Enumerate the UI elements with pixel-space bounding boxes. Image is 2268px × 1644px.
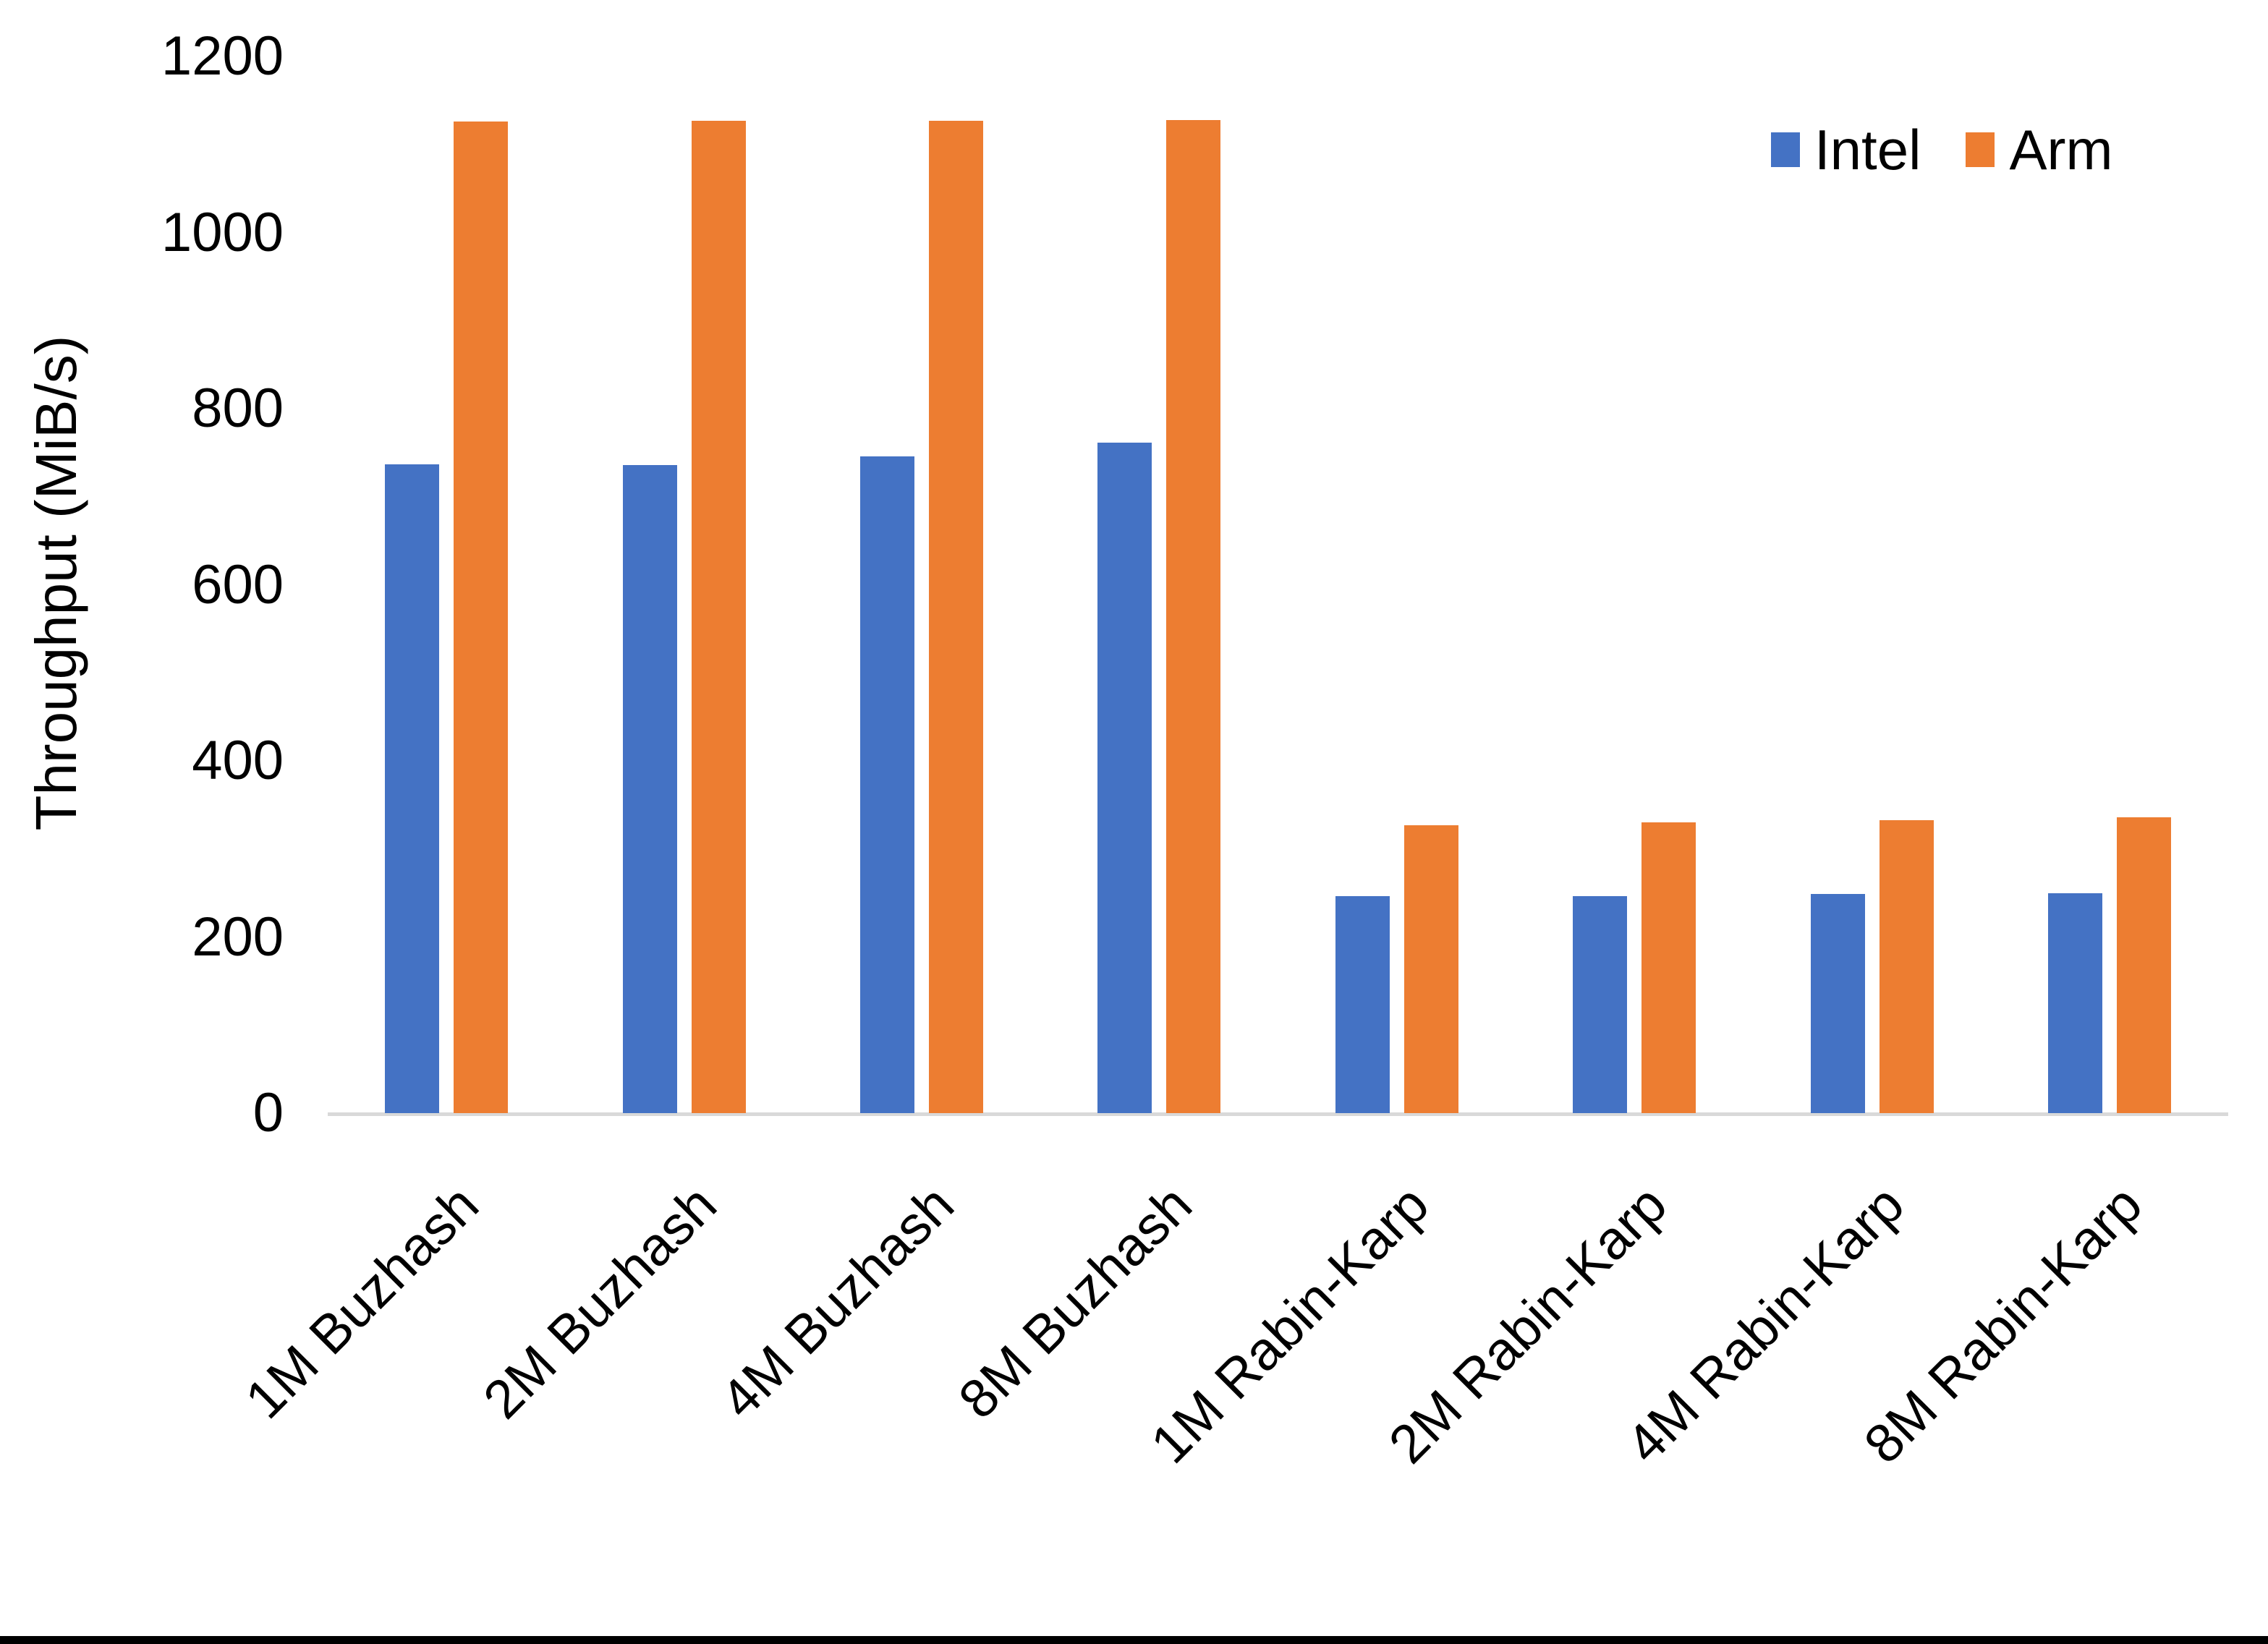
bar-intel-8m-rabin-karp xyxy=(2048,893,2102,1113)
x-category-label-2m-buzhash: 2M Buzhash xyxy=(471,1173,728,1430)
bar-intel-1m-buzhash xyxy=(385,464,440,1113)
legend-swatch-arm xyxy=(1966,132,1995,167)
bar-arm-4m-rabin-karp xyxy=(1879,820,1934,1113)
legend-item-intel: Intel xyxy=(1771,122,1921,178)
bar-arm-8m-rabin-karp xyxy=(2117,817,2171,1113)
x-category-label-8m-buzhash: 8M Buzhash xyxy=(946,1173,1203,1430)
legend-label-arm: Arm xyxy=(2009,118,2113,182)
bar-arm-1m-buzhash xyxy=(454,122,509,1113)
x-category-label-1m-buzhash: 1M Buzhash xyxy=(234,1173,490,1430)
y-tick-label-1000: 1000 xyxy=(161,201,284,263)
bar-arm-4m-buzhash xyxy=(929,121,983,1113)
legend: Intel Arm xyxy=(1771,122,2112,178)
legend-label-intel: Intel xyxy=(1814,118,1921,182)
legend-item-arm: Arm xyxy=(1966,122,2112,178)
bar-arm-2m-buzhash xyxy=(691,121,746,1113)
bar-arm-8m-buzhash xyxy=(1166,120,1221,1113)
bottom-border xyxy=(0,1636,2268,1644)
bar-intel-4m-buzhash xyxy=(860,456,914,1113)
x-category-label-4m-buzhash: 4M Buzhash xyxy=(708,1173,966,1430)
bar-intel-2m-buzhash xyxy=(622,465,677,1113)
x-axis-line xyxy=(328,1112,2228,1116)
bar-intel-8m-buzhash xyxy=(1097,443,1152,1113)
legend-swatch-intel xyxy=(1771,132,1800,167)
bar-intel-2m-rabin-karp xyxy=(1573,896,1628,1113)
y-tick-label-0: 0 xyxy=(252,1082,284,1143)
y-tick-label-200: 200 xyxy=(192,906,284,968)
bar-intel-1m-rabin-karp xyxy=(1335,896,1390,1113)
y-tick-label-800: 800 xyxy=(192,378,284,439)
bar-arm-1m-rabin-karp xyxy=(1403,825,1458,1113)
y-tick-label-400: 400 xyxy=(192,730,284,791)
y-tick-label-600: 600 xyxy=(192,553,284,616)
bar-intel-4m-rabin-karp xyxy=(1810,894,1865,1113)
bar-arm-2m-rabin-karp xyxy=(1641,822,1696,1113)
y-tick-label-1200: 1200 xyxy=(161,25,284,87)
